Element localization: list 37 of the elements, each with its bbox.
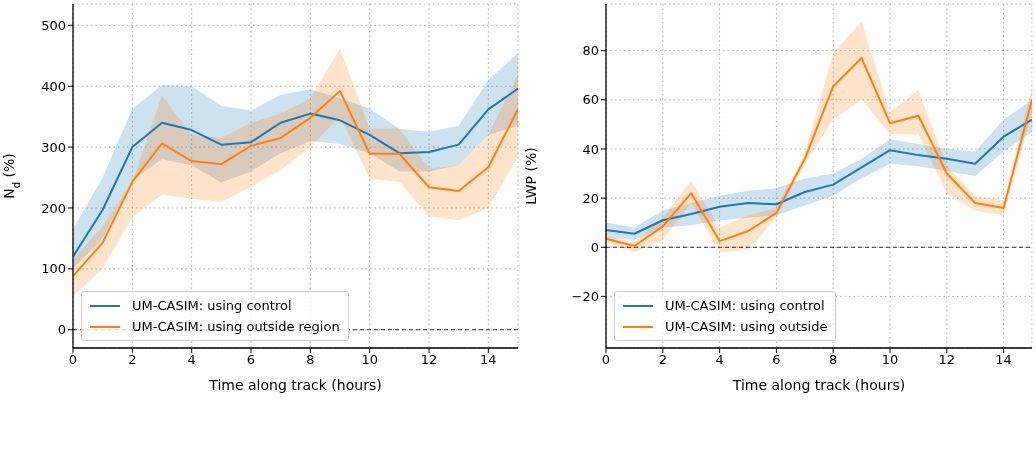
y-tick-label: 40	[582, 141, 599, 157]
y-tick-label: 60	[582, 92, 599, 108]
x-tick-label: 14	[480, 352, 497, 368]
x-tick-label: 2	[658, 352, 667, 368]
legend-label: UM-CASIM: using outside	[665, 318, 828, 336]
x-tick-label: 10	[881, 352, 899, 368]
y-tick-label: 200	[41, 200, 66, 216]
x-axis-title: Time along track (hours)	[731, 377, 906, 393]
y-tick-label: 400	[41, 78, 66, 94]
x-tick-label: 14	[995, 352, 1012, 368]
x-tick-label: 2	[128, 352, 137, 368]
y-axis-title: LWP (%)	[523, 147, 539, 205]
y-tick-label: 80	[582, 43, 599, 59]
legend-label: UM-CASIM: using outside region	[132, 318, 340, 336]
y-tick-label: 20	[582, 190, 599, 206]
x-tick-label: 10	[361, 352, 378, 368]
y-tick-label: 500	[41, 17, 66, 33]
x-tick-label: 6	[246, 352, 256, 368]
y-tick-label: 300	[41, 139, 66, 155]
y-tick-label: −20	[571, 289, 599, 305]
x-tick-label: 0	[601, 352, 611, 368]
legend-label: UM-CASIM: using control	[665, 297, 825, 315]
y-tick-label: 100	[41, 261, 66, 277]
x-tick-label: 6	[772, 352, 781, 368]
x-tick-label: 0	[68, 352, 78, 368]
x-axis-title: Time along track (hours)	[208, 377, 382, 393]
x-tick-label: 4	[187, 352, 196, 368]
y-tick-label: 0	[57, 322, 66, 338]
legend-label: UM-CASIM: using control	[132, 297, 292, 315]
line-series	[606, 57, 1032, 248]
x-tick-label: 8	[306, 352, 315, 368]
x-tick-label: 4	[715, 352, 724, 368]
x-tick-label: 8	[829, 352, 838, 368]
x-tick-label: 12	[938, 352, 956, 368]
x-tick-label: 12	[420, 352, 438, 368]
y-tick-label: 0	[590, 239, 599, 255]
line-series	[606, 118, 1032, 235]
